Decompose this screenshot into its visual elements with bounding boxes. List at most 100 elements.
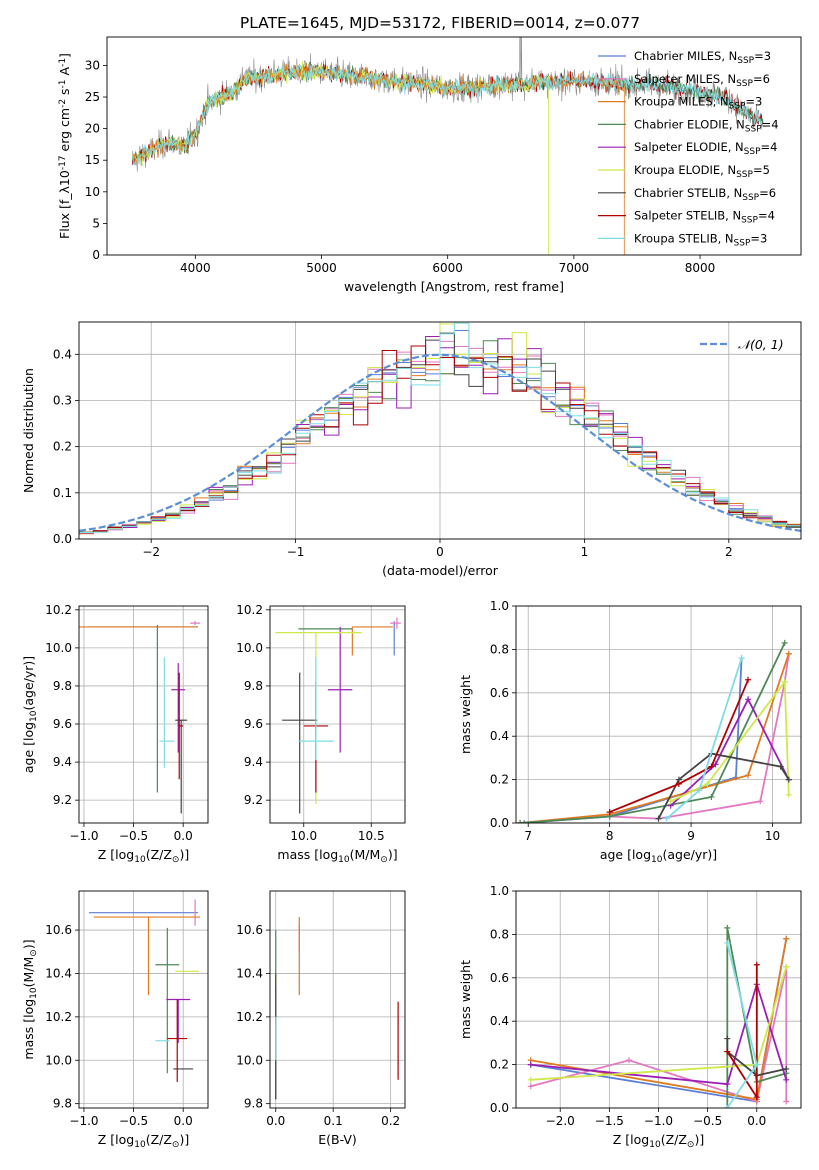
x-tick-label: 4000 [180,261,211,275]
label-part: wavelength [Angstrom, rest frame] [344,279,564,294]
errorbar-chabrier_stelib [175,719,188,814]
label-part: (Z/Z [146,1132,172,1147]
x-tick-label: 0.0 [747,1114,766,1128]
weight-marker-kroupa_stelib [696,787,703,794]
label-part: SSP [734,238,751,248]
axis-label: Kroupa MILES, NSSP=3 [634,95,762,112]
y-tick-label: 10.0 [236,641,263,655]
weight-marker-chabrier_elodie [708,793,715,800]
label-part: -17 [58,155,68,170]
weight-marker-chabrier_stelib [655,815,662,822]
weight-marker-kroupa_miles [785,650,792,657]
y-tick-label: 10 [85,185,100,199]
axis-label: Chabrier ELODIE, NSSP=4 [634,117,779,134]
errorbar-salpeter_miles [390,617,401,629]
axes-frame [515,890,802,1109]
label-part: (age/yr)] [662,847,717,862]
label-part: ⊙ [380,855,388,865]
axes-frame [269,890,406,1109]
weight-marker-salpeter_elodie [712,761,719,768]
label-part: =4 [761,140,778,154]
weight-marker-chabrier_miles [521,820,528,823]
errorbar-chabrier_stelib [282,672,318,814]
y-tick-label: 10.4 [45,966,72,980]
panel-weight_vs_Z: −2.0 −1.5 −1.0 −0.5 0.0 0.0 0.2 0.4 0.6 0.8 1.0 Z [… [458,884,802,1150]
label-part: Z [log [613,1132,649,1147]
label-part: =3 [745,95,762,109]
label-part: 10 [29,710,39,722]
axes-frame [78,605,209,824]
x-tick-label: 0.0 [266,1114,285,1128]
weight-marker-kroupa_elodie [785,791,792,798]
weight-line-kroupa_elodie [670,679,790,803]
label-part: SSP [729,102,746,112]
y-tick-label: 9.4 [53,755,72,769]
label-part: ⊙ [172,855,180,865]
errorbar-salpeter_miles [190,621,201,626]
plot-area [79,621,201,814]
label-part: =5 [753,163,770,177]
x-tick-label: 1 [581,545,589,559]
axis-label: mass [log10(M/M⊙)] [21,939,39,1059]
label-part: Chabrier ELODIE, N [634,117,745,131]
axis-label: wavelength [Angstrom, rest frame] [344,279,564,294]
weight-marker-kroupa_stelib [724,1105,731,1108]
x-tick-label: 0.0 [174,829,193,843]
label-part: )] [179,1132,189,1147]
x-tick-label: 5000 [306,261,337,275]
weight-line-salpeter_elodie [530,981,788,1086]
weight-marker-chabrier_stelib [777,763,784,770]
errorbar-salpeter_stelib [167,999,188,1082]
label-part: 10 [338,855,350,865]
weight-marker-salpeter_stelib [675,780,682,787]
weight-marker-chabrier_elodie [781,639,788,646]
errorbar-salpeter_elodie [171,663,186,753]
plot-area [517,639,792,823]
label-part: mass [log [21,999,36,1060]
weight-marker-salpeter_miles [527,1083,534,1090]
normal-curve-line [79,353,801,532]
weight-marker-chabrier_stelib [724,1035,731,1042]
x-tick-label: −0.5 [693,1114,722,1128]
figure-title: PLATE=1645, MJD=53172, FIBERID=0014, z=0… [240,14,640,32]
label-part: erg cm [57,108,72,156]
weight-marker-salpeter_stelib [708,763,715,770]
axis-label: Flux [f_λ10-17 erg cm-2 s-1 A-1] [57,53,72,239]
x-tick-label: −0.5 [119,1114,148,1128]
panel-age_vs_Z: −1.0 −0.5 0.09.29.49.69.810.010.2Z [log10(… [21,603,209,865]
plot-area [275,617,401,814]
label-part: Z [log [98,1132,134,1147]
weight-marker-salpeter_stelib [606,809,613,816]
label-part: Chabrier STELIB, N [634,186,742,200]
x-tick-label: −1.0 [69,1114,98,1128]
y-tick-label: 0.4 [53,347,72,361]
y-tick-label: 10.0 [236,1053,263,1067]
weight-marker-chabrier_elodie [517,820,524,823]
y-tick-label: 0.8 [490,642,509,656]
label-part: =3 [750,231,767,245]
axis-label: age [log10(age/yr)] [600,847,717,865]
label-part: Salpeter STELIB, N [634,209,741,223]
label-part: (Z/Z [661,1132,687,1147]
label-part: 10 [651,855,663,865]
weight-marker-salpeter_stelib [753,961,760,968]
axis-label: mass [log10(M/M⊙)] [277,847,397,865]
errorbar-kroupa_stelib [159,657,175,768]
axis-label: Chabrier MILES, NSSP=3 [634,49,771,66]
label-part: =3 [754,49,771,63]
weight-line-salpeter_stelib [609,679,749,813]
weight-marker-kroupa_stelib [724,940,731,947]
weight-line-kroupa_miles [520,653,790,823]
label-part: Kroupa MILES, N [634,95,729,109]
axis-label: Kroupa ELODIE, NSSP=5 [634,163,770,180]
y-tick-label: 0.0 [490,1101,509,1115]
label-part: (data-model)/error [382,563,499,578]
label-part: )] [388,847,398,862]
errorbar-kroupa_miles [351,626,393,656]
label-part: =6 [759,186,776,200]
y-tick-label: 0.1 [53,486,72,500]
label-part: s [57,88,72,99]
label-part: 10 [134,855,146,865]
